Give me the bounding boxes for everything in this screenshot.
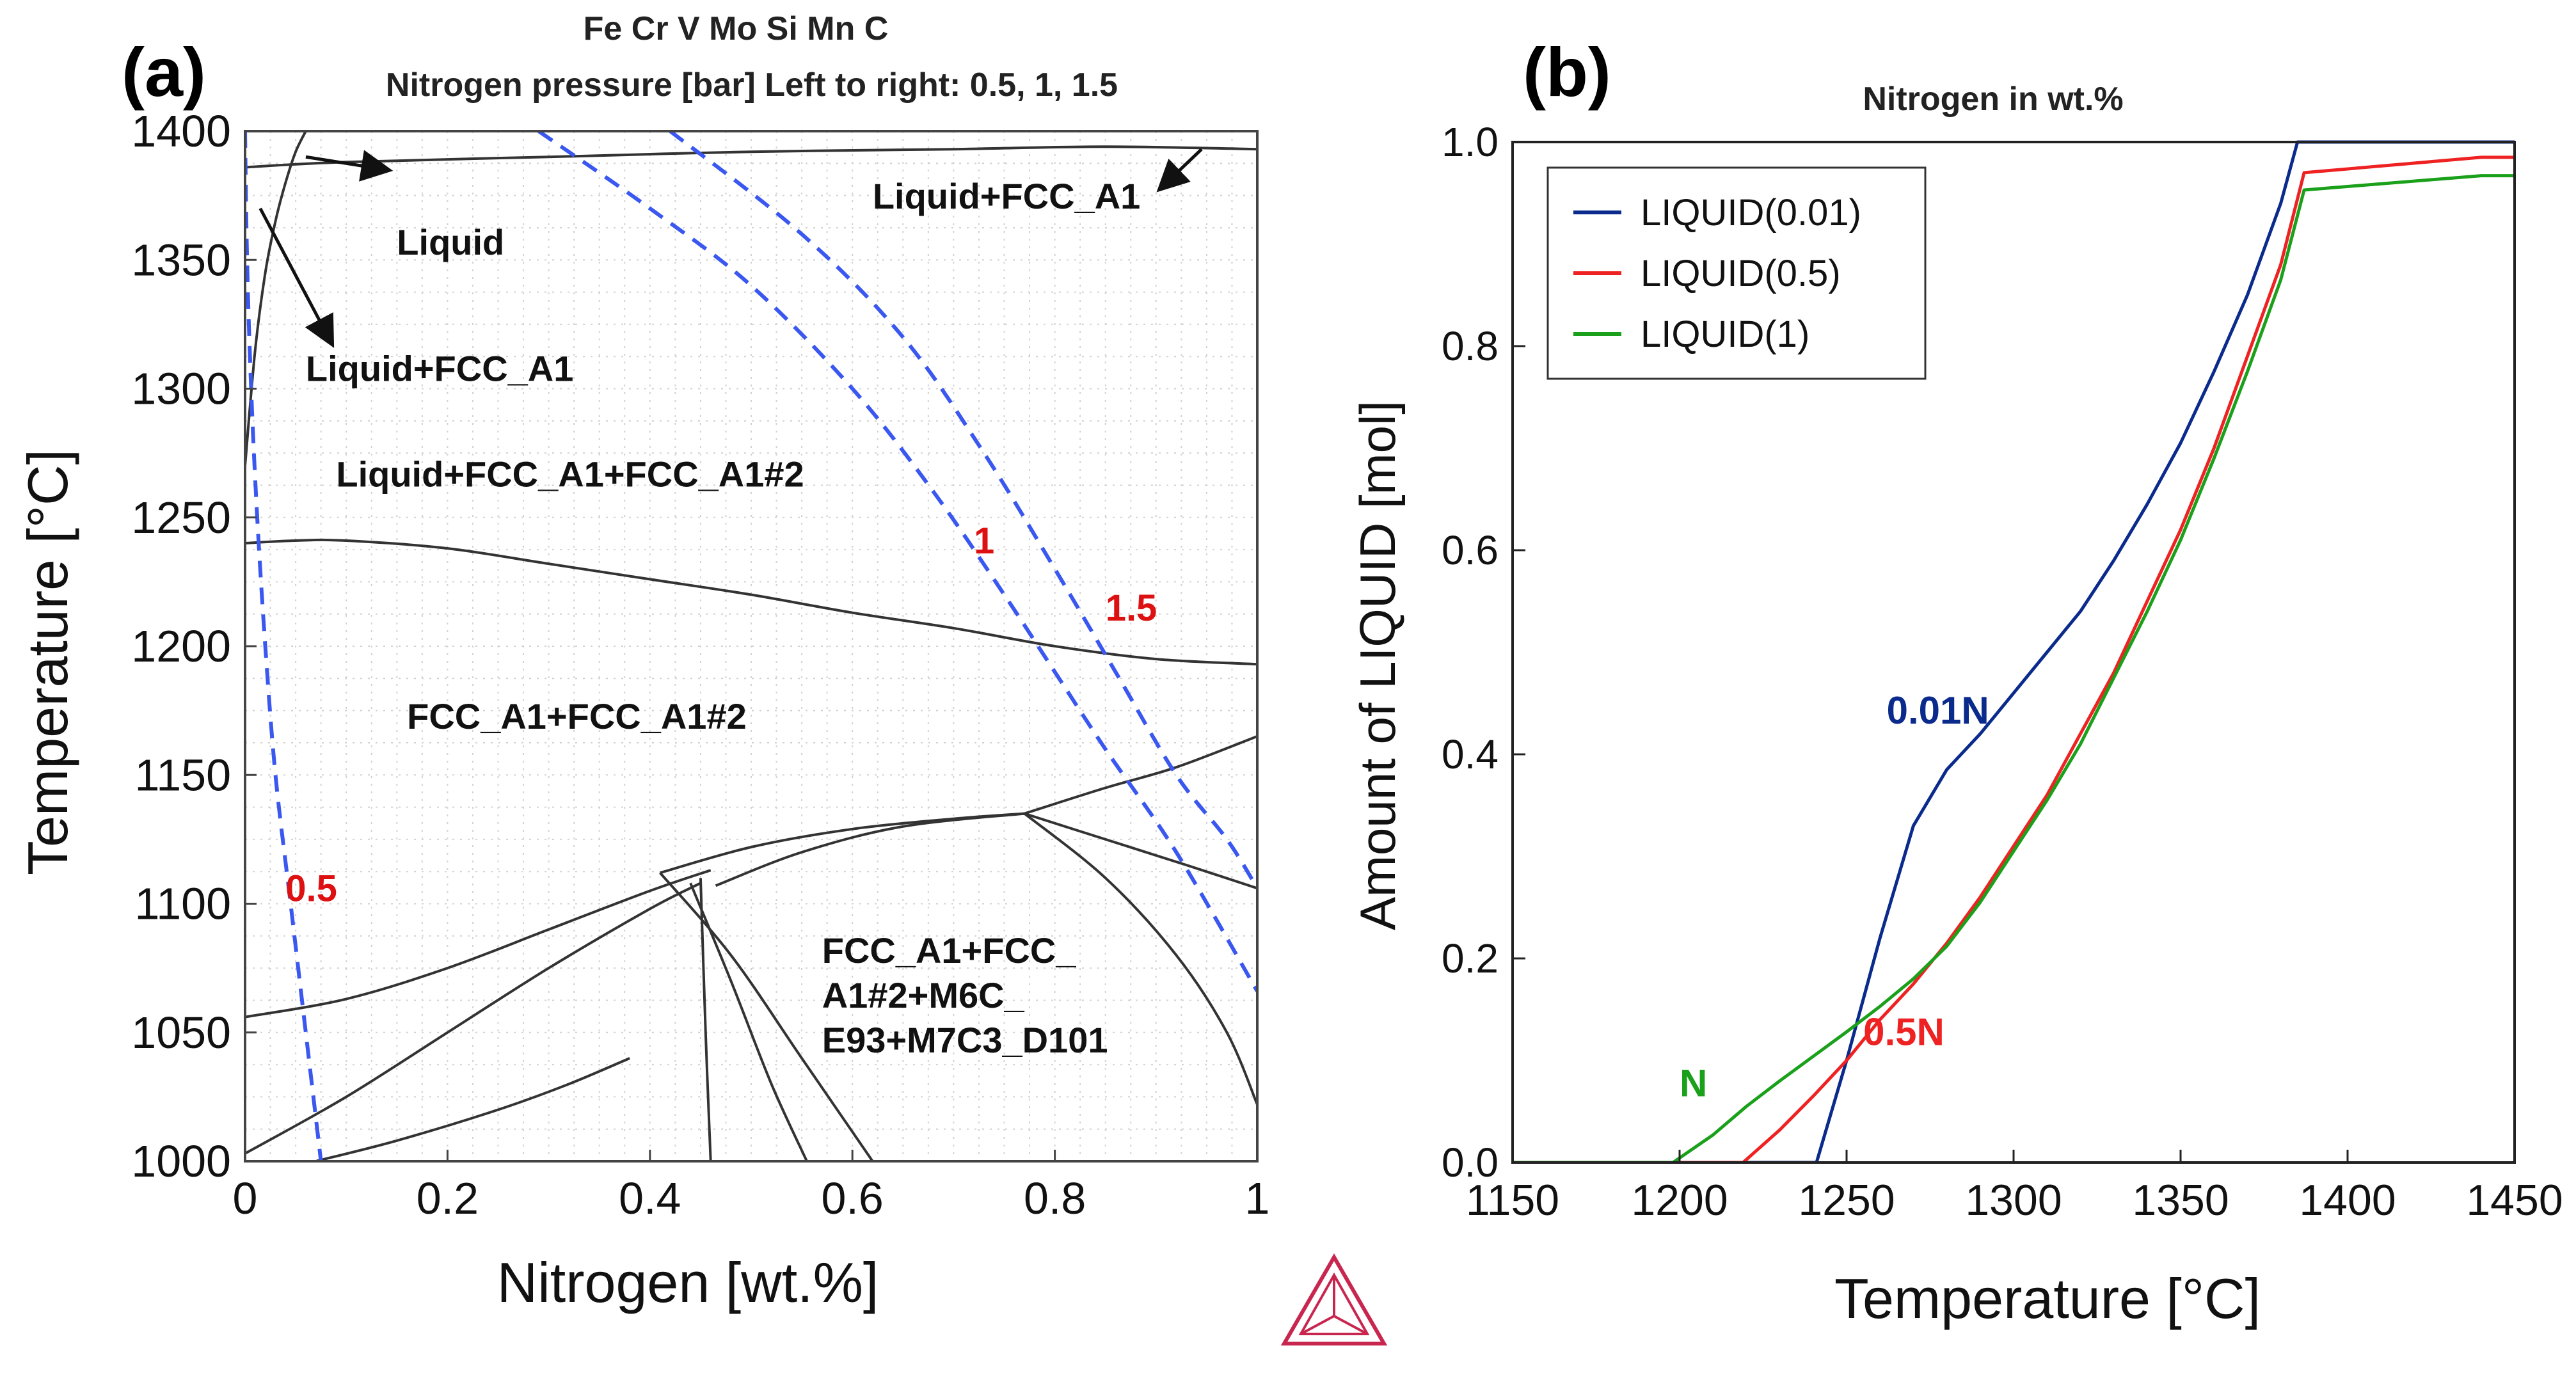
x-tick-label: 1450 <box>2466 1176 2563 1225</box>
panel-a-label: (a) <box>122 33 206 111</box>
phase-boundary-line <box>689 882 808 1161</box>
panel-b-x-axis-label: Temperature [°C] <box>1834 1267 2261 1330</box>
series-annotation-label: N <box>1680 1061 1707 1104</box>
panel-a-arrows <box>258 148 1203 348</box>
y-tick-label: 0.2 <box>1442 935 1499 981</box>
annotation-arrow <box>1156 148 1203 193</box>
panel-b-y-ticks: 0.0 0.2 0.4 0.6 0.8 1.0 <box>1442 119 1525 1186</box>
phase-boundary-line <box>1024 812 1257 890</box>
y-tick-label: 1100 <box>134 879 231 929</box>
series-line-LIQUID(0.01) <box>1513 140 2515 1163</box>
annotation-arrow <box>305 150 394 182</box>
pressure-value-label: 0.5 <box>285 868 337 909</box>
pressure-value-label: 1.5 <box>1106 587 1157 629</box>
y-tick-label: 1250 <box>131 493 231 543</box>
phase-boundary-line <box>245 869 712 1019</box>
panel-b-label: (b) <box>1523 33 1611 111</box>
panel-b-title: Nitrogen in wt.% <box>1863 81 2123 118</box>
phase-boundary-line <box>1023 813 1257 1106</box>
y-tick-label: 0.0 <box>1442 1139 1499 1186</box>
x-tick-label: 0.6 <box>822 1173 884 1223</box>
x-tick-label: 1200 <box>1631 1176 1728 1225</box>
panel-a-title: Fe Cr V Mo Si Mn C <box>584 10 889 47</box>
panel-b-y-axis-label: Amount of LIQUID [mol] <box>1349 401 1406 930</box>
x-tick-label: 1150 <box>1466 1176 1559 1225</box>
y-tick-label: 1200 <box>131 621 231 671</box>
phase-region-label: Liquid+FCC_A1+FCC_A1#2 <box>336 454 804 494</box>
legend-entry-label: LIQUID(0.5) <box>1641 253 1841 294</box>
annotation-arrow <box>258 207 335 348</box>
panel-a-subtitle: Nitrogen pressure [bar] Left to right: 0… <box>386 67 1118 104</box>
series-line-LIQUID(0.5) <box>1513 155 2515 1163</box>
panel-a: (a) Fe Cr V Mo Si Mn C Nitrogen pressure… <box>16 10 1269 1314</box>
panel-b-x-ticks: 1150 1200 1250 1300 1350 1400 1450 <box>1466 1150 2563 1225</box>
phase-region-label: A1#2+M6C_ <box>822 975 1025 1015</box>
phase-region-label: Liquid+FCC_A1 <box>873 176 1140 216</box>
panel-a-pressure-series <box>245 131 1257 1161</box>
panel-b-legend: LIQUID(0.01) LIQUID(0.5) LIQUID(1) <box>1546 166 1927 380</box>
y-tick-label: 1300 <box>131 364 231 414</box>
x-tick-label: 1250 <box>1798 1176 1895 1225</box>
x-tick-label: 0.8 <box>1024 1173 1086 1223</box>
y-tick-label: 0.8 <box>1442 323 1499 369</box>
panel-a-x-axis-label: Nitrogen [wt.%] <box>497 1251 879 1314</box>
phase-boundary-line <box>245 145 1257 169</box>
phase-boundary-line <box>245 538 1257 666</box>
panel-a-annotations: Liquid Liquid+FCC_A1 Liquid+FCC_A1 Liquid+F… <box>285 176 1157 1060</box>
pressure-series-line-1 <box>537 131 1257 992</box>
phase-boundary-line <box>245 131 307 466</box>
phase-boundary-line <box>245 882 701 1155</box>
phase-region-label: Liquid+FCC_A1 <box>306 348 573 388</box>
pressure-series-line-1.5 <box>669 131 1257 889</box>
phase-region-label: E93+M7C3_D101 <box>822 1020 1108 1060</box>
y-tick-label: 1400 <box>131 106 231 156</box>
panel-a-y-ticks: 1000 1050 1100 1150 1200 1250 1300 1350 1400 <box>131 106 257 1186</box>
series-line-LIQUID(1) <box>1513 174 2515 1163</box>
phase-region-label: Liquid <box>397 222 504 262</box>
x-tick-label: 1300 <box>1965 1176 2062 1225</box>
phase-region-label: FCC_A1+FCC_ <box>822 930 1077 971</box>
phase-region-label: FCC_A1+FCC_A1#2 <box>407 696 747 736</box>
phase-boundary-line <box>715 812 1025 887</box>
legend-entry-label: LIQUID(0.01) <box>1641 192 1861 234</box>
legend-entry-label: LIQUID(1) <box>1641 313 1809 355</box>
x-tick-label: 1400 <box>2299 1176 2396 1225</box>
y-tick-label: 0.4 <box>1442 731 1499 777</box>
y-tick-label: 1150 <box>134 750 231 800</box>
pressure-value-label: 1 <box>974 520 994 562</box>
x-tick-label: 1350 <box>2132 1176 2229 1225</box>
panel-a-x-ticks: 0 0.2 0.4 0.6 0.8 1 <box>233 1150 1270 1223</box>
panel-b-annotations: 0.01N 0.5N N <box>1680 689 1989 1104</box>
x-tick-label: 0.2 <box>417 1173 479 1223</box>
panel-b: (b) Nitrogen in wt.% 0.01N 0.5N N 1150 1200… <box>1349 33 2563 1330</box>
y-tick-label: 0.6 <box>1442 527 1499 573</box>
series-annotation-label: 0.5N <box>1863 1011 1944 1054</box>
pressure-series-line-0.5 <box>245 131 323 1161</box>
panel-a-y-axis-label: Temperature [°C] <box>16 449 79 875</box>
phase-boundary-line <box>660 812 1025 875</box>
phase-boundary-line <box>699 878 712 1161</box>
phase-boundary-line <box>659 871 874 1161</box>
triangle-logo-icon <box>1280 1253 1388 1345</box>
y-tick-label: 1000 <box>131 1136 231 1186</box>
x-tick-label: 0.4 <box>619 1173 681 1223</box>
series-annotation-label: 0.01N <box>1887 689 1989 732</box>
y-tick-label: 1350 <box>131 235 231 285</box>
y-tick-label: 1.0 <box>1442 119 1499 165</box>
phase-boundary-line <box>315 1057 630 1161</box>
phase-boundary-line <box>1024 735 1257 815</box>
panel-a-grid <box>245 131 1257 1161</box>
x-tick-label: 1 <box>1245 1173 1270 1223</box>
y-tick-label: 1050 <box>131 1008 231 1058</box>
panel-b-series <box>1513 140 2515 1163</box>
x-tick-label: 0 <box>233 1173 258 1223</box>
